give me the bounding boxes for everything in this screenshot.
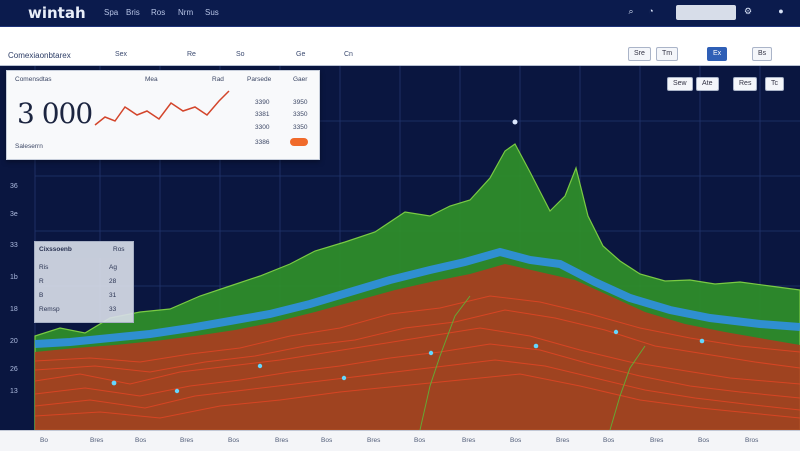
panel-header: Mea [145,76,158,83]
search-icon[interactable]: ⌕ [628,6,634,16]
green-lines [419,295,646,430]
red-main-band [35,264,800,430]
panel-value: 3950 [293,99,308,106]
main-chart-area: 36 3e 33 1b 18 20 26 13 [0,66,800,430]
toolbar-button[interactable]: Tm [656,47,679,61]
top-nav-item[interactable]: Spa [104,8,119,17]
legend-row-label: Remsp [39,306,60,313]
top-search-input[interactable] [676,5,736,20]
bottom-label: Bros [745,437,759,444]
bottom-label: Bo [40,437,48,444]
user-icon[interactable]: ● [778,6,784,16]
legend-panel: Cixssoenb Ros Ris Ag R 28 B 31 Remsp 33 [34,241,134,323]
legend-row-value: 33 [109,306,117,313]
blue-band [34,247,800,348]
panel-header: Gaer [293,76,308,83]
dashboard-title: Comexiaonbtarex [8,51,71,60]
legend-row-value: 31 [109,292,117,299]
panel-header: Rad [212,76,224,83]
top-nav-item[interactable]: Nrm [178,8,194,17]
legend-header [35,242,133,258]
toolbar-item[interactable]: Re [187,51,196,58]
bottom-label: Bos [698,437,710,444]
axis-tick-label: 18 [10,306,18,313]
toolbar-item[interactable]: So [236,51,245,58]
panel-footer: Saleserrn [15,143,43,150]
toolbar-button[interactable]: Bs [752,47,773,61]
bottom-label: Bres [90,437,104,444]
axis-tick-label: 33 [10,242,18,249]
bottom-label: Bos [228,437,240,444]
top-navbar: wintah Spa Bris Ros Nrm Sus ⌕ ◔ ⚙ ● [0,0,800,27]
bottom-label: Bos [135,437,147,444]
main-chart [34,66,800,430]
chart-filter[interactable]: Res [733,77,758,91]
panel-header: Comensdtas [15,76,52,83]
chart-filter[interactable]: Sew [667,77,693,91]
legend-head-value: Ros [113,246,125,253]
cyan-markers [111,119,705,394]
toolbar-item[interactable]: Sex [115,51,128,58]
bottom-label: Bres [462,437,476,444]
bottom-label: Bres [180,437,194,444]
bottom-label: Bres [650,437,664,444]
legend-row-label: Ris [39,264,49,271]
top-nav-item[interactable]: Ros [151,8,166,17]
legend-row-label: B [39,292,44,299]
chart-filter[interactable]: Tc [765,77,784,91]
legend-row-value: Ag [109,264,117,271]
panel-value: 3386 [255,139,270,146]
legend-title: Cixssoenb [39,246,72,253]
app-brand[interactable]: wintah [28,4,86,22]
axis-tick-label: 36 [10,183,18,190]
toolbar-button-active[interactable]: Ex [707,47,728,61]
axis-tick-label: 20 [10,338,18,345]
panel-value: 3350 [293,124,308,131]
bottom-label: Bres [275,437,289,444]
bottom-axis-bar: Bo Bres Bos Bres Bos Bres Bos Bres Bos B… [0,430,800,451]
bottom-label: Bos [321,437,333,444]
bottom-label: Bres [367,437,381,444]
settings-icon[interactable]: ⚙ [743,6,753,16]
chart-filter[interactable]: Ate [696,77,719,91]
status-pill [290,138,308,146]
bottom-label: Bos [510,437,522,444]
toolbar-item[interactable]: Ge [296,51,306,58]
axis-tick-label: 3e [10,211,18,218]
legend-row-label: R [39,278,44,285]
legend-row-value: 28 [109,278,117,285]
bottom-label: Bos [414,437,426,444]
top-nav-item[interactable]: Sus [205,8,219,17]
panel-value: 3381 [255,111,270,118]
panel-header: Parsede [247,76,272,83]
bell-icon[interactable]: ◔ [648,6,654,16]
axis-tick-label: 26 [10,366,18,373]
toolbar-button[interactable]: Sre [628,47,651,61]
panel-value: 3350 [293,111,308,118]
axis-tick-label: 13 [10,388,18,395]
red-lines [34,295,800,419]
panel-value: 3390 [255,99,270,106]
axis-tick-label: 1b [10,274,18,281]
summary-panel: Comensdtas Mea Rad Parsede Gaer 3 000 Sa… [6,70,320,160]
sparkline-chart [94,90,230,126]
panel-value: 3300 [255,124,270,131]
bottom-label: Bres [556,437,570,444]
toolbar-item[interactable]: Cn [344,51,353,58]
top-nav-item[interactable]: Bris [126,8,140,17]
big-value: 3 000 [17,97,93,130]
bottom-label: Bos [603,437,615,444]
toolbar: Comexiaonbtarex Sex Re So Ge Cn Sre Tm E… [0,27,800,66]
